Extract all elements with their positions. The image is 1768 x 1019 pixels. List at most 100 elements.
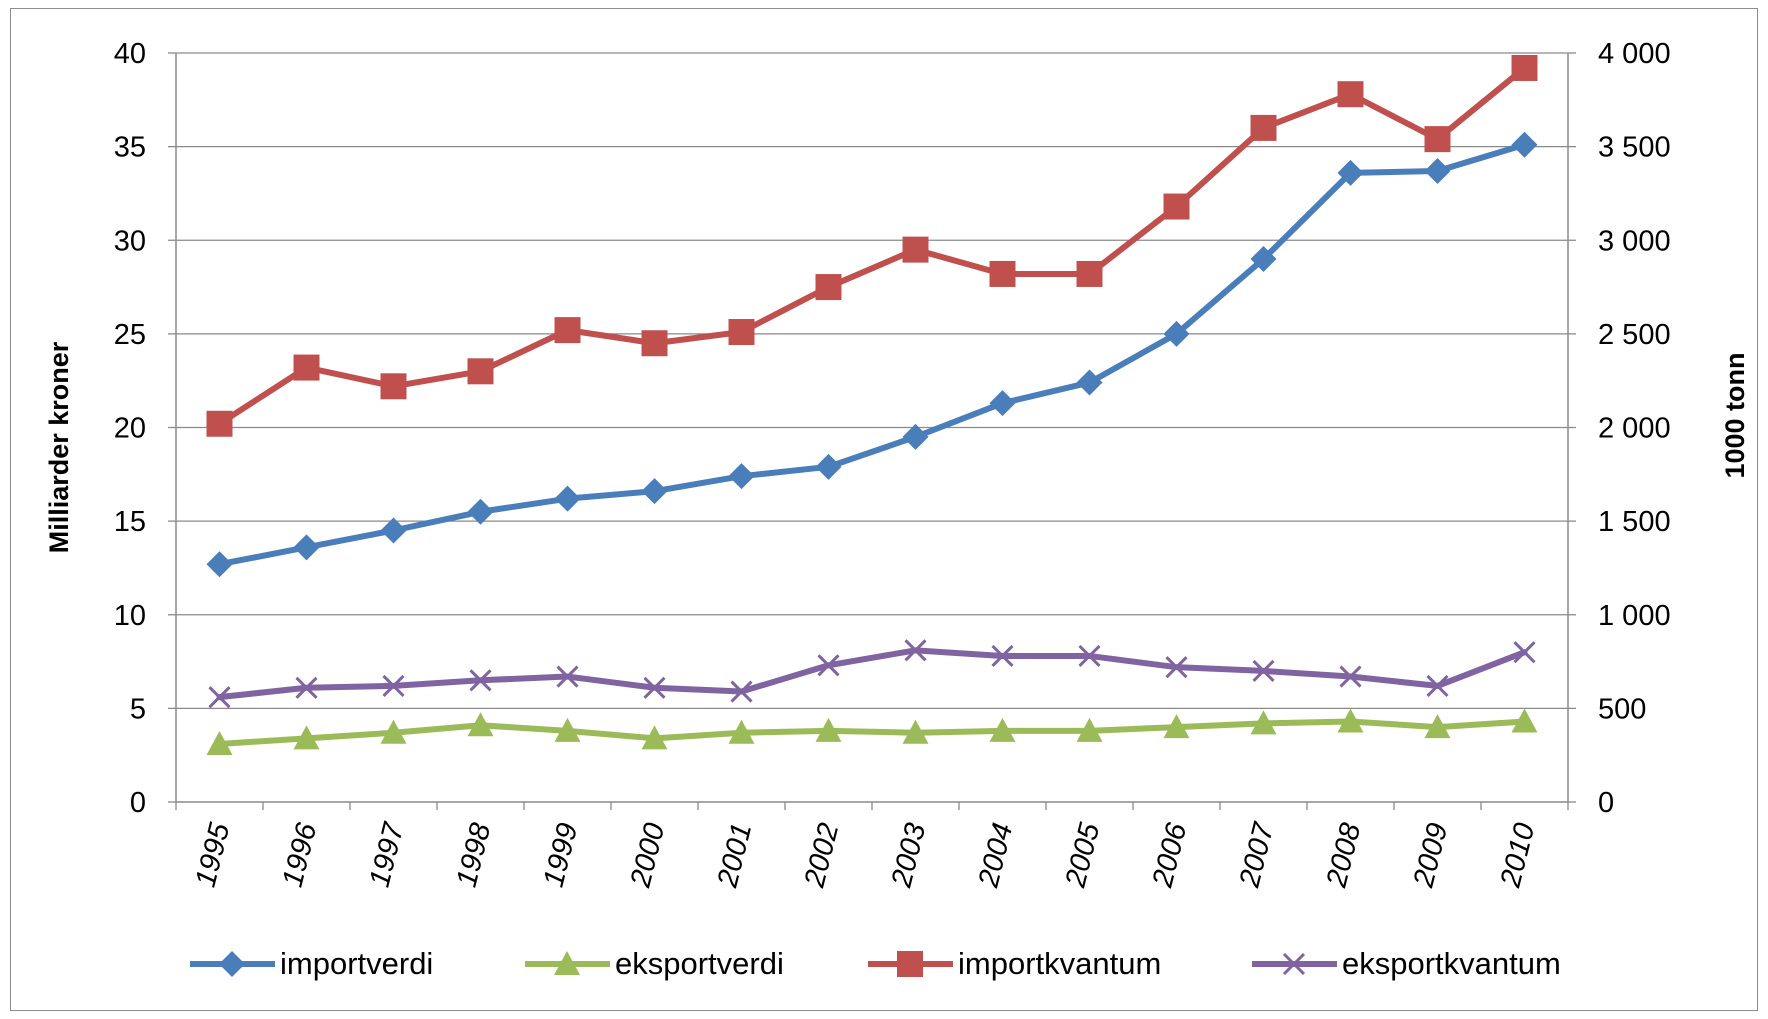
x-tick-label: 1999 — [538, 820, 585, 890]
data-point-importkvantum — [1424, 126, 1451, 153]
data-point-eksportkvantum — [1513, 641, 1536, 664]
data-point-importverdi — [641, 478, 668, 505]
legend-marker — [897, 951, 923, 977]
data-point-importverdi — [902, 423, 929, 450]
data-point-eksportkvantum — [1426, 674, 1449, 697]
y-right-tick-label: 0 — [1598, 787, 1614, 819]
marker-stroke — [469, 669, 492, 692]
x-tick-label: 2004 — [972, 820, 1019, 891]
data-point-eksportverdi — [293, 725, 320, 750]
data-point-importkvantum — [902, 236, 929, 263]
marker-stroke — [382, 674, 405, 697]
data-point-importkvantum — [728, 319, 755, 346]
data-point-eksportkvantum — [556, 665, 579, 688]
data-point-eksportverdi — [902, 719, 929, 744]
y-left-tick-label: 0 — [130, 787, 146, 819]
marker-stroke — [1252, 659, 1275, 682]
data-point-eksportverdi — [380, 719, 407, 744]
data-point-eksportkvantum — [817, 654, 840, 677]
data-point-importverdi — [554, 485, 581, 512]
y-left-tick-label: 5 — [130, 693, 146, 725]
marker-stroke — [904, 639, 927, 662]
y-right-tick-label: 1 000 — [1598, 600, 1671, 632]
gridlines — [176, 52, 1568, 710]
data-point-eksportverdi — [467, 712, 494, 737]
data-point-eksportkvantum — [469, 669, 492, 692]
y-right-tick-label: 2 500 — [1598, 319, 1671, 351]
legend-marker — [1282, 952, 1306, 976]
data-point-importkvantum — [206, 410, 233, 437]
data-point-eksportverdi — [1076, 717, 1103, 742]
legend-item-importverdi: importverdi — [190, 946, 433, 981]
x-tick-label: 2005 — [1059, 819, 1106, 891]
x-tick-label: 1997 — [364, 818, 411, 890]
legend-label: eksportkvantum — [1342, 946, 1561, 981]
marker-stroke — [556, 665, 579, 688]
data-point-eksportkvantum — [1252, 659, 1275, 682]
data-point-importverdi — [1163, 320, 1190, 347]
y-right-tick-label: 2 000 — [1598, 413, 1671, 445]
y-left-axis-title: Milliarder kroner — [44, 341, 74, 553]
y-left-tick-label: 15 — [114, 506, 146, 538]
marker-stroke — [1513, 641, 1536, 664]
data-point-importverdi — [1424, 157, 1451, 184]
x-tick-label: 2006 — [1146, 819, 1193, 891]
data-point-importkvantum — [554, 317, 581, 344]
y-right-tick-label: 500 — [1598, 693, 1646, 725]
series-line-importverdi — [216, 141, 1528, 568]
data-point-importkvantum — [380, 373, 407, 400]
y-right-tick-label: 3 500 — [1598, 132, 1671, 164]
data-point-importverdi — [206, 551, 233, 578]
y-left-tick-label: 25 — [114, 319, 146, 351]
data-point-importverdi — [989, 390, 1016, 417]
data-point-importkvantum — [293, 354, 320, 381]
marker-stroke — [1282, 952, 1306, 976]
data-point-eksportkvantum — [1078, 644, 1101, 668]
data-point-importverdi — [815, 453, 842, 480]
x-tick-label: 1998 — [451, 820, 498, 890]
legend-label: importverdi — [280, 946, 433, 981]
series-line-importkvantum — [216, 64, 1528, 427]
x-tick-label: 1995 — [190, 819, 237, 890]
legend-label: eksportverdi — [615, 946, 784, 981]
data-point-eksportverdi — [989, 717, 1016, 742]
data-point-eksportkvantum — [730, 680, 753, 703]
data-point-eksportverdi — [1337, 708, 1364, 733]
y-left-tick-label: 30 — [114, 225, 146, 257]
data-point-importverdi — [1337, 159, 1364, 186]
y-left-tick-label: 10 — [114, 600, 146, 632]
legend-label: importkvantum — [958, 946, 1161, 981]
data-point-eksportkvantum — [208, 686, 231, 709]
data-point-importverdi — [293, 534, 320, 561]
y-left-tick-label: 35 — [114, 132, 146, 164]
x-tick-label: 2001 — [711, 820, 758, 891]
marker-stroke — [295, 676, 318, 699]
marker-stroke — [643, 676, 666, 699]
data-point-eksportverdi — [206, 730, 233, 755]
x-tick-label: 2002 — [798, 820, 845, 891]
series-markers — [206, 54, 1538, 755]
marker-stroke — [208, 686, 231, 709]
data-point-importverdi — [1250, 245, 1277, 272]
legend: importverdi eksportverdi importkvantum eksp… — [190, 946, 1561, 981]
data-point-importkvantum — [1250, 114, 1277, 141]
y-right-tick-label: 1 500 — [1598, 506, 1671, 538]
data-point-importkvantum — [1163, 193, 1190, 220]
x-tick-label: 2009 — [1407, 820, 1454, 891]
data-point-eksportverdi — [554, 717, 581, 742]
y-right-axis-title: 1000 tonn — [1720, 352, 1750, 478]
data-point-eksportverdi — [1250, 710, 1277, 735]
data-point-eksportkvantum — [643, 676, 666, 699]
x-tick-label: 2003 — [885, 820, 932, 891]
marker-stroke — [730, 680, 753, 703]
data-point-eksportverdi — [728, 719, 755, 744]
data-point-eksportkvantum — [295, 676, 318, 699]
y-left-tick-label: 40 — [114, 38, 146, 70]
axes — [168, 52, 1576, 810]
data-point-importverdi — [380, 517, 407, 544]
data-point-eksportkvantum — [904, 639, 927, 662]
x-tick-label: 1996 — [277, 819, 324, 890]
data-point-eksportkvantum — [1339, 665, 1362, 688]
data-point-eksportverdi — [1163, 714, 1190, 739]
